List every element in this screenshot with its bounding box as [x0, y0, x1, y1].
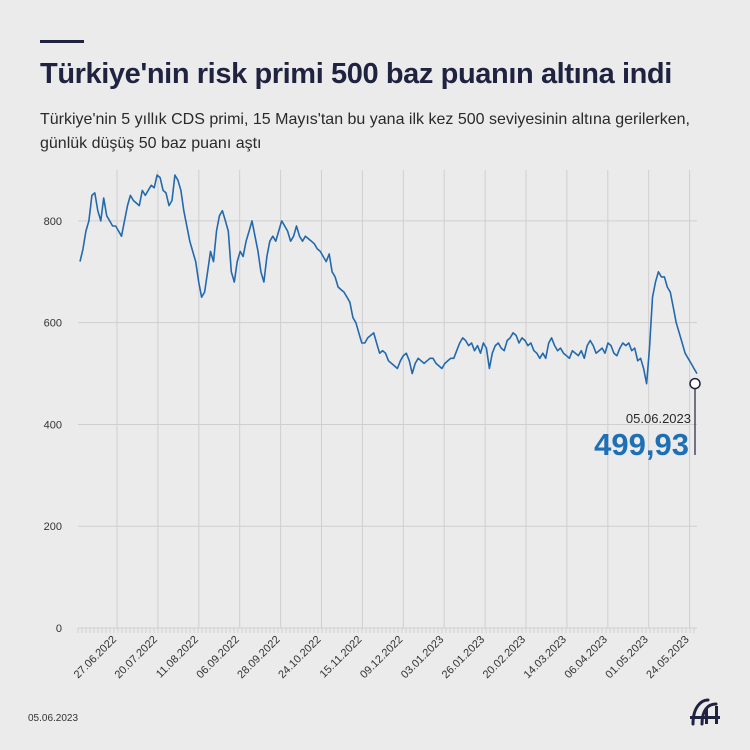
annotation-value: 499,93 — [594, 427, 689, 462]
y-tick-label: 600 — [44, 318, 62, 330]
x-tick-label: 14.03.2023 — [522, 634, 569, 681]
y-tick-label: 800 — [44, 216, 62, 228]
page-title: Türkiye'nin risk primi 500 baz puanın al… — [40, 58, 672, 90]
x-tick-label: 24.10.2022 — [276, 634, 323, 681]
y-tick-label: 0 — [56, 623, 62, 635]
x-tick-label: 01.05.2023 — [603, 634, 650, 681]
series-line — [79, 174, 698, 385]
last-value-marker — [689, 377, 701, 390]
x-tick-label: 24.05.2023 — [644, 634, 691, 681]
annotation-date: 05.06.2023 — [626, 411, 691, 426]
footer-date: 05.06.2023 — [28, 713, 79, 724]
x-tick-label: 27.06.2022 — [72, 634, 119, 681]
agency-logo-icon — [690, 698, 720, 726]
x-tick-label: 03.01.2023 — [399, 634, 446, 681]
x-tick-label: 06.04.2023 — [563, 634, 610, 681]
x-tick-label: 20.02.2023 — [481, 634, 528, 681]
page-subtitle: Türkiye'nin 5 yıllık CDS primi, 15 Mayıs… — [40, 111, 690, 152]
x-tick-label: 06.09.2022 — [194, 634, 241, 681]
x-tick-label: 28.09.2022 — [235, 634, 282, 681]
x-tick-label: 20.07.2022 — [113, 634, 160, 681]
y-tick-label: 400 — [44, 419, 62, 431]
x-tick-label: 26.01.2023 — [440, 634, 487, 681]
top-rule — [40, 40, 84, 43]
x-tick-label: 09.12.2022 — [358, 634, 405, 681]
y-tick-label: 200 — [44, 521, 62, 533]
